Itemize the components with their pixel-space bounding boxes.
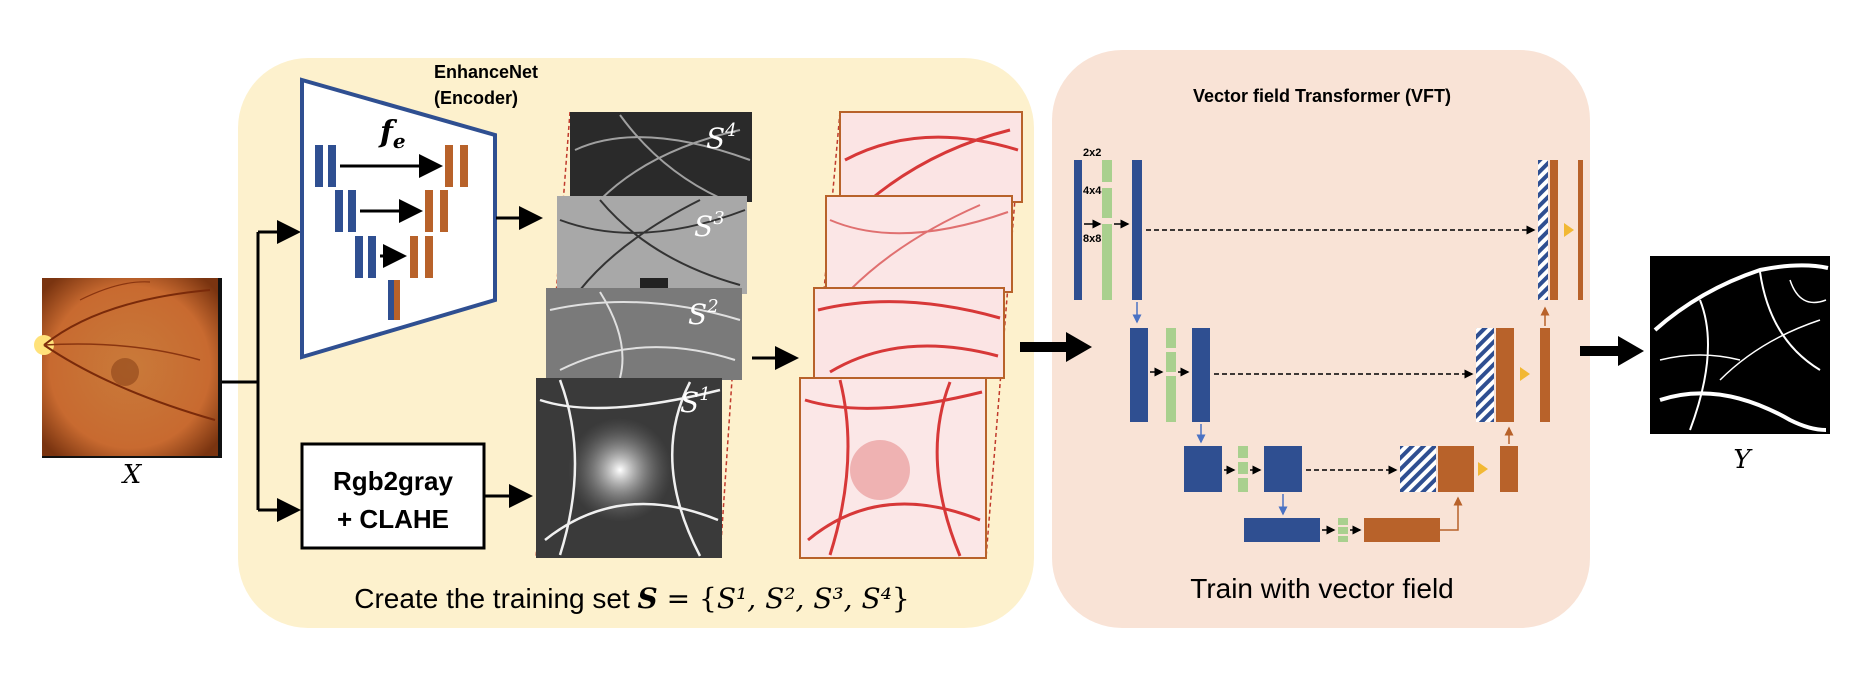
svg-text:S2: S2 <box>688 296 719 331</box>
vector-image-4 <box>839 111 1023 203</box>
scale-8x8: 8x8 <box>1083 233 1101 245</box>
vft-caption: Train with vector field <box>1190 573 1454 604</box>
svg-text:S1: S1 <box>680 384 711 419</box>
s4-sup: 4 <box>724 120 736 141</box>
svg-text:S3: S3 <box>694 208 725 243</box>
stack-image-s4: S4 <box>570 112 752 202</box>
s2-base: S <box>688 298 707 331</box>
vector-field-stack <box>799 111 1023 559</box>
s3-base: S <box>694 210 713 243</box>
scale-2x2: 2x2 <box>1083 147 1101 159</box>
encoder-block: EnhanceNet (Encoder) fe <box>300 62 538 360</box>
training-caption: Create the training set S = {S¹, S², S³,… <box>354 582 909 615</box>
output-vessel-map <box>1650 256 1830 434</box>
input-label: X <box>121 460 143 490</box>
s1-base: S <box>680 386 699 419</box>
vft-unet: 2x2 4x4 8x8 <box>1074 147 1583 542</box>
encoder-title-line2: (Encoder) <box>434 88 518 108</box>
svg-text:S4: S4 <box>706 120 737 155</box>
stack-image-s3: S3 <box>557 196 747 294</box>
preprocess-line1: Rgb2gray <box>333 466 453 496</box>
s3-sup: 3 <box>713 208 724 229</box>
preprocess-block: Rgb2gray + CLAHE <box>300 442 486 550</box>
s2-sup: 2 <box>706 296 718 317</box>
input-routing-arrows <box>222 220 301 522</box>
grayscale-stack: S4 S3 S2 S1 <box>535 111 752 559</box>
input-fundus-image <box>34 278 222 458</box>
vector-image-3 <box>825 195 1013 293</box>
s1-sup: 1 <box>699 384 710 405</box>
vft-title: Vector field Transformer (VFT) <box>1193 86 1451 106</box>
s4-base: S <box>706 122 725 155</box>
into-vft-arrow <box>1020 332 1092 362</box>
vector-image-2 <box>813 287 1005 379</box>
stack-image-s2: S2 <box>546 288 742 380</box>
preprocess-line2: + CLAHE <box>337 504 449 534</box>
vector-image-1 <box>799 377 987 559</box>
stack-image-s1: S1 <box>536 378 722 558</box>
scale-4x4: 4x4 <box>1083 185 1102 197</box>
output-label: Y <box>1733 445 1753 475</box>
output-arrow <box>1580 336 1644 366</box>
encoder-title-line1: EnhanceNet <box>434 62 538 82</box>
